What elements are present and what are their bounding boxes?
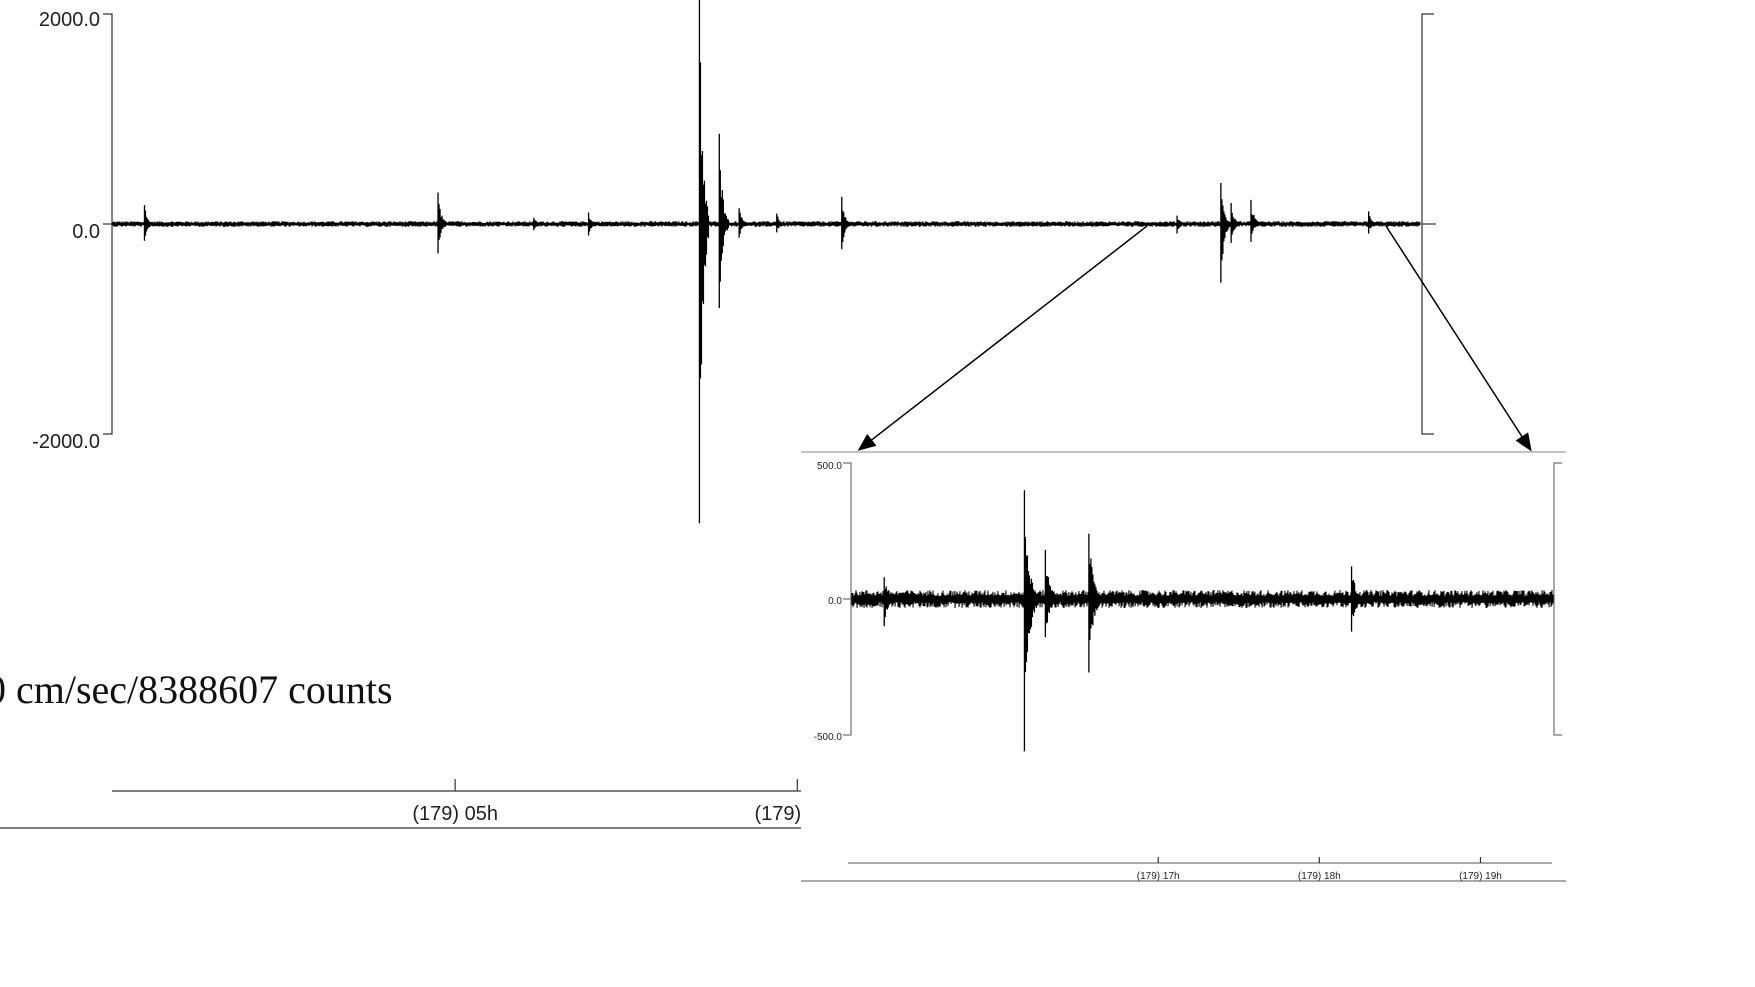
seismic-event-9 bbox=[841, 196, 852, 250]
inset-waveform bbox=[851, 490, 1554, 752]
seismic-event-8 bbox=[776, 213, 787, 233]
seismic-event-3 bbox=[533, 217, 544, 231]
seismic-event-1 bbox=[143, 205, 155, 241]
seismic-event-5 bbox=[698, 0, 710, 524]
seismic-event-2 bbox=[1023, 490, 1039, 752]
main-waveform bbox=[112, 0, 1421, 524]
inset-y-tick-label-zero: 0.0 bbox=[828, 596, 842, 607]
seismic-event-14 bbox=[1368, 211, 1379, 234]
calibration-annotation: 0 cm/sec/8388607 counts bbox=[0, 667, 393, 712]
zoom-arrow-left bbox=[857, 225, 1148, 451]
x-tick-label: (179) 19h bbox=[1459, 871, 1502, 882]
seismic-event-5 bbox=[1350, 566, 1366, 632]
zoom-arrow-right bbox=[1385, 225, 1532, 452]
seismic-event-13 bbox=[1250, 199, 1261, 242]
seismic-event-10 bbox=[1176, 215, 1187, 234]
inset-y-tick-label-bottom: -500.0 bbox=[814, 732, 843, 743]
inset-y-tick-label-top: 500.0 bbox=[817, 461, 842, 472]
inset-background bbox=[801, 452, 1755, 987]
seismic-event-12 bbox=[1230, 203, 1241, 243]
seismic-event-4 bbox=[587, 212, 599, 236]
seismic-event-11 bbox=[1220, 183, 1231, 283]
x-tick-label: (179) 05h bbox=[412, 803, 498, 825]
seismic-event-1 bbox=[883, 577, 898, 627]
seismic-event-4 bbox=[1088, 533, 1103, 673]
inset-panel: 500.0 0.0 -500.0 (179) 17h (179) 18h (179)… bbox=[801, 451, 1755, 987]
seismic-event-6 bbox=[718, 133, 729, 308]
seismic-event-3 bbox=[1044, 550, 1060, 638]
inset-x-ticks: (179) 17h (179) 18h (179) 19h bbox=[1137, 857, 1502, 882]
waveform-noise bbox=[851, 589, 1554, 609]
x-tick-label: (179) 18h bbox=[1298, 871, 1341, 882]
seismic-event-2 bbox=[437, 192, 448, 254]
main-x-ticks: (179) 05h (179) 10h bbox=[412, 779, 840, 825]
main-y-tick-label-top: 2000.0 bbox=[39, 9, 100, 31]
seismic-event-7 bbox=[738, 208, 749, 238]
zoom-arrows bbox=[857, 225, 1532, 452]
main-panel: 2000.0 0.0 -2000.0 0 cm/sec/8388607 coun… bbox=[0, 0, 1436, 829]
inset-right-axis bbox=[1553, 462, 1562, 736]
x-tick-label: (179) 17h bbox=[1137, 871, 1180, 882]
main-y-tick-label-bottom: -2000.0 bbox=[32, 431, 100, 453]
waveform-noise bbox=[112, 221, 1421, 227]
main-y-tick-label-zero: 0.0 bbox=[72, 221, 100, 243]
